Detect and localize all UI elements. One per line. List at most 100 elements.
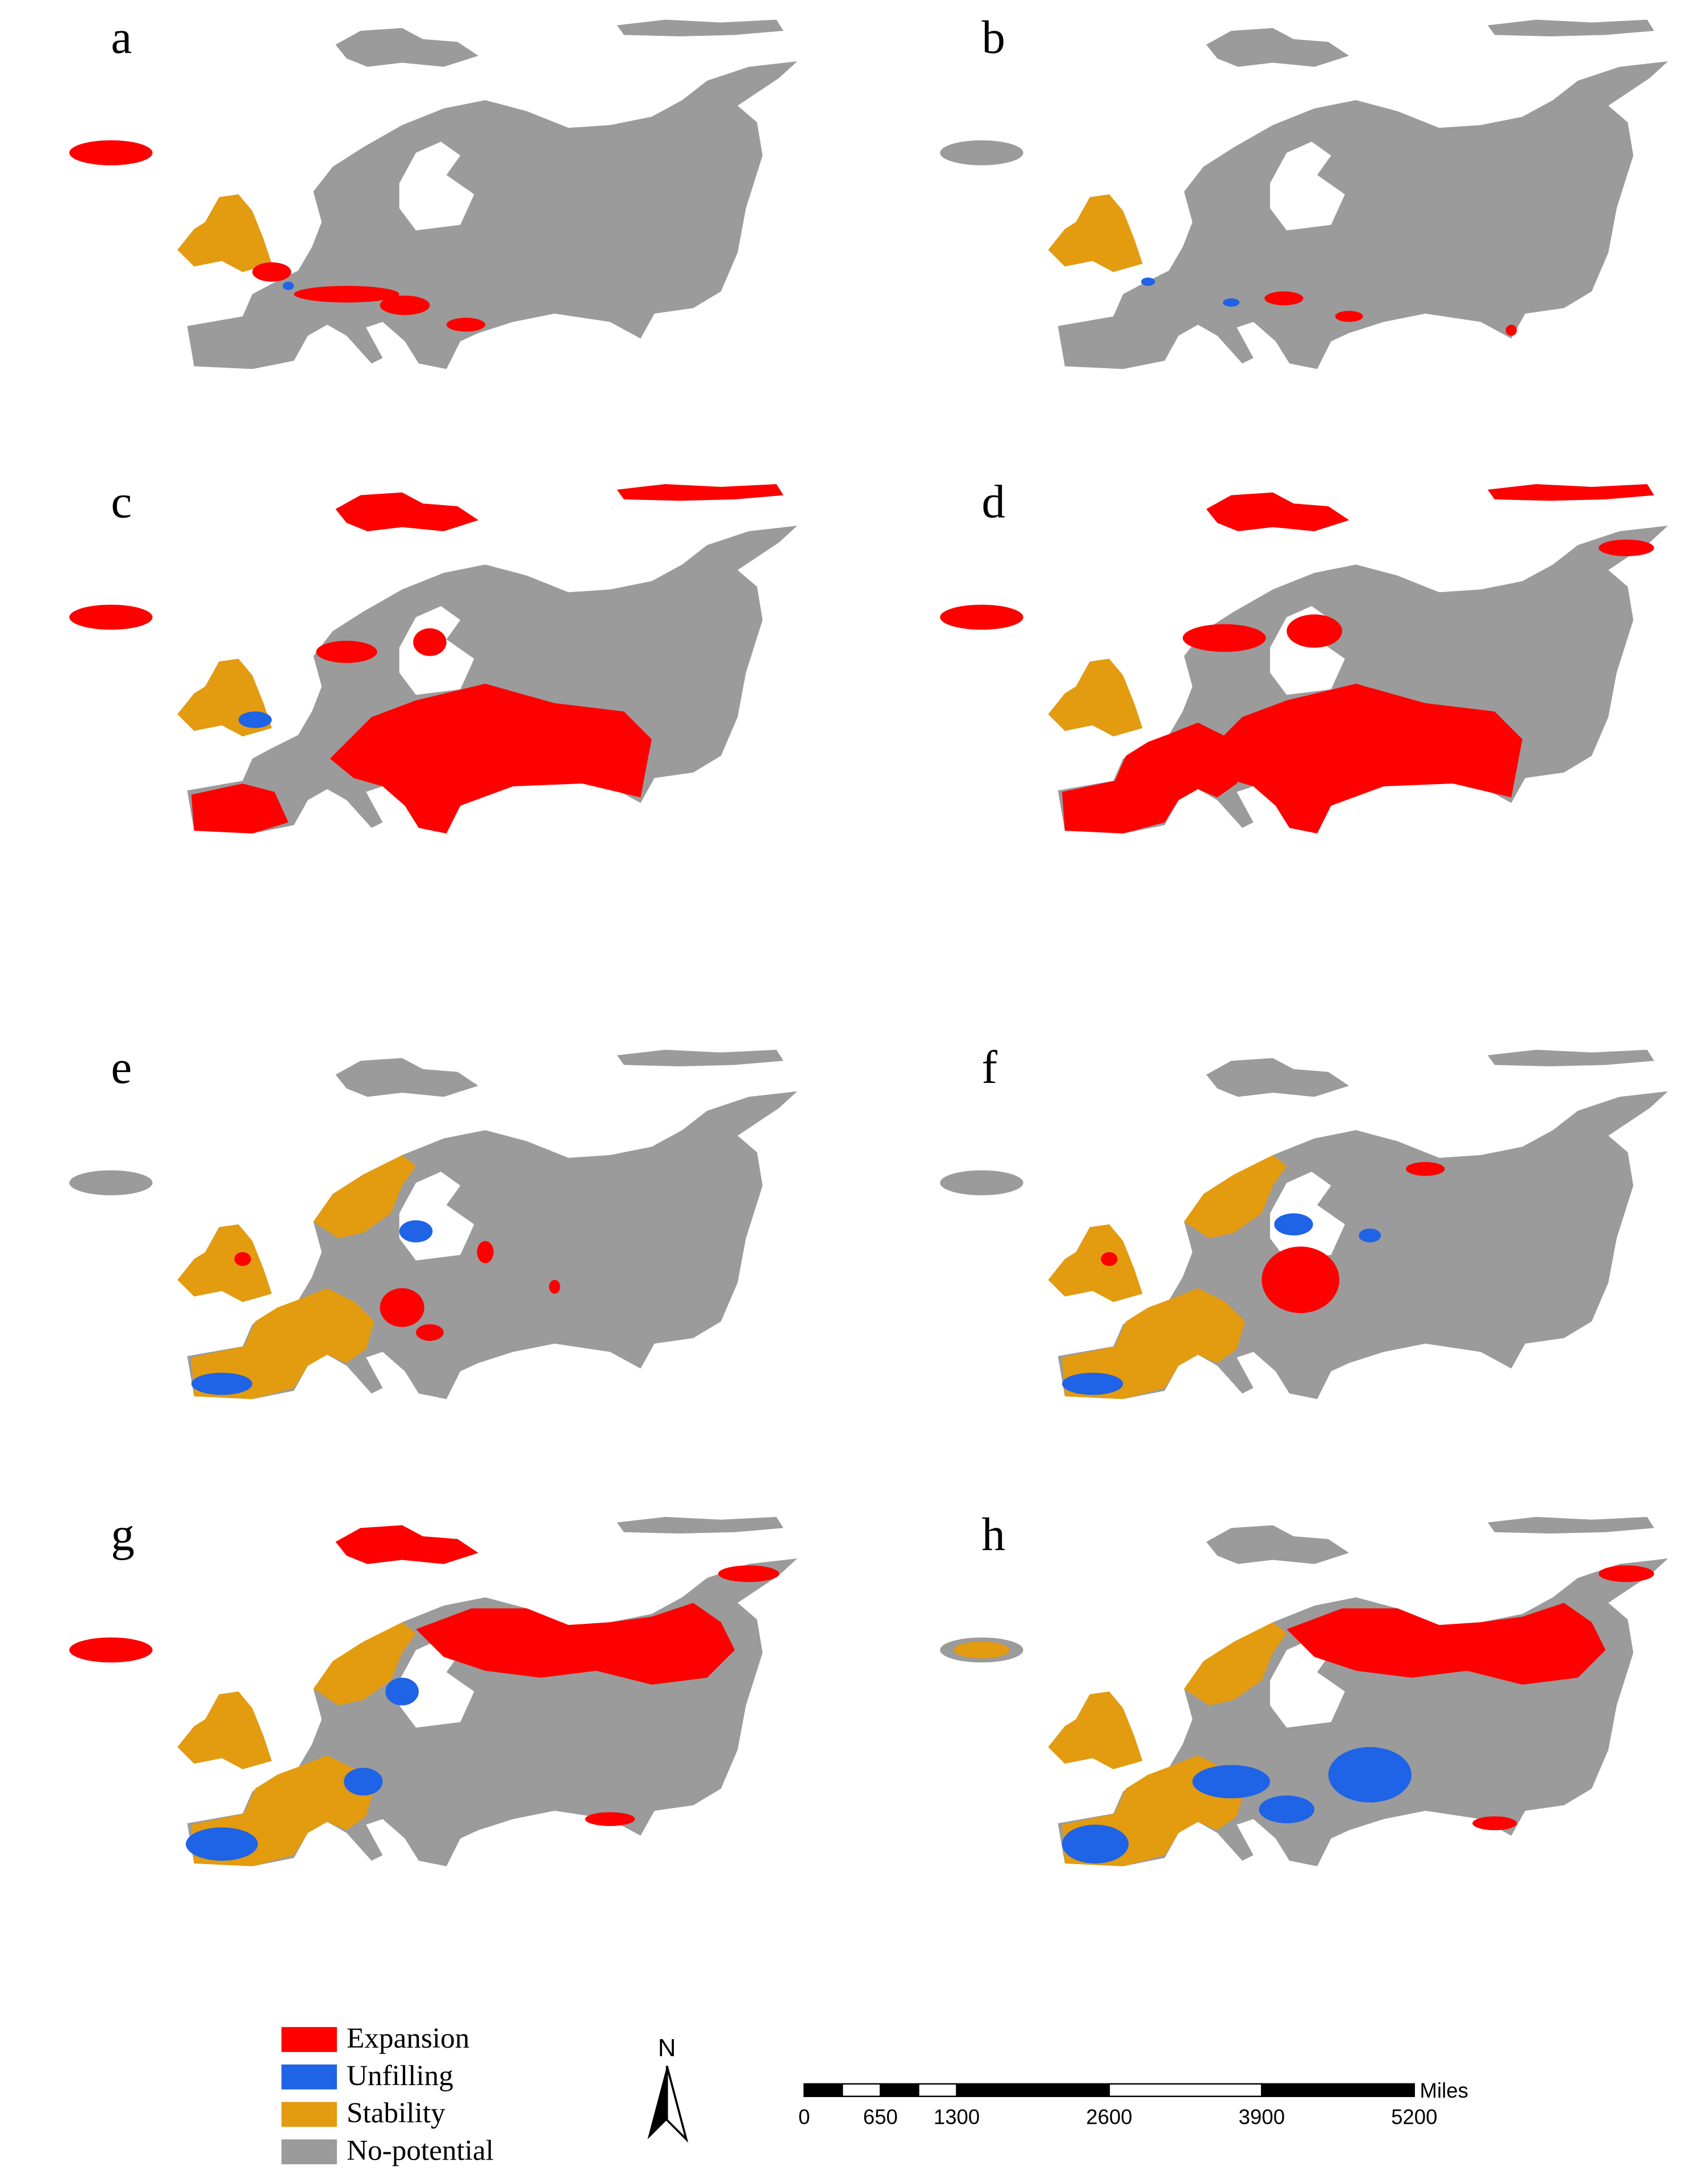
panel-label: c: [111, 476, 132, 528]
niche-region: [1206, 492, 1350, 532]
niche-region: [191, 783, 289, 833]
niche-region: [335, 1525, 478, 1564]
map-panel: h: [940, 1508, 1668, 1866]
legend-label: Expansion: [347, 2022, 469, 2054]
niche-region: [282, 281, 294, 290]
niche-region: [238, 711, 272, 728]
scale-label: 2600: [1086, 2106, 1132, 2129]
map-panel: c: [69, 476, 797, 833]
panel-label: a: [111, 11, 132, 63]
niche-region: [1183, 624, 1266, 652]
niche-region: [415, 1324, 444, 1341]
niche-region: [1287, 614, 1342, 648]
niche-region: [1505, 324, 1517, 336]
legend-label: No-potential: [347, 2135, 494, 2167]
niche-region: [177, 1691, 272, 1769]
niche-region: [415, 1603, 735, 1685]
niche-region: [1287, 1603, 1606, 1685]
panel-label: h: [981, 1508, 1005, 1560]
legend-label: Stability: [347, 2097, 446, 2129]
niche-region: [617, 484, 784, 501]
baltic-sea: [399, 141, 474, 231]
legend-swatch: [281, 2102, 337, 2127]
niche-region: [1406, 1162, 1445, 1176]
niche-region: [1062, 1824, 1129, 1864]
scale-unit: Miles: [1420, 2079, 1468, 2102]
panel-label: g: [111, 1508, 134, 1560]
niche-region: [1359, 1228, 1381, 1243]
map-panel: f: [940, 1041, 1668, 1399]
niche-region: [316, 640, 377, 663]
niche-region: [1048, 1691, 1143, 1769]
niche-region: [380, 1288, 424, 1327]
niche-region: [1201, 683, 1523, 833]
panel-label: e: [111, 1041, 132, 1093]
baltic-sea: [1270, 1172, 1345, 1261]
niche-region: [1048, 194, 1143, 272]
niche-region: [477, 1241, 494, 1264]
niche-region: [313, 1622, 416, 1706]
niche-region: [718, 1565, 780, 1582]
niche-region: [294, 286, 399, 303]
niche-region: [1062, 722, 1246, 833]
map-panel: d: [940, 476, 1668, 833]
niche-region: [191, 1373, 253, 1395]
niche-region: [1335, 311, 1363, 322]
scale-segment: [956, 2083, 1110, 2097]
niche-region: [252, 262, 292, 282]
scale-label: 5200: [1391, 2106, 1437, 2129]
niche-region: [1328, 1747, 1412, 1803]
niche-region: [1264, 291, 1304, 306]
niche-region: [185, 1827, 258, 1861]
scale-segment: [803, 2083, 843, 2097]
scale-segment: [918, 2083, 958, 2097]
map-panel: a: [69, 11, 797, 369]
north-arrow-left: [647, 2066, 667, 2140]
niche-region: [1062, 1373, 1123, 1395]
baltic-sea: [1270, 1639, 1345, 1728]
legend-swatch: [281, 2064, 337, 2090]
scale-segment: [842, 2083, 881, 2097]
niche-region: [69, 140, 153, 165]
niche-region: [413, 628, 447, 656]
niche-region: [1598, 1565, 1654, 1582]
panel-label: f: [981, 1041, 997, 1093]
niche-region: [177, 1224, 272, 1302]
map-panel: b: [940, 11, 1668, 369]
niche-region: [1598, 539, 1654, 556]
niche-region: [177, 194, 272, 272]
niche-region: [1184, 1622, 1287, 1706]
niche-region: [446, 318, 485, 332]
niche-region: [344, 1768, 383, 1796]
scale-label: 650: [863, 2106, 898, 2129]
north-arrow-right: [665, 2065, 689, 2143]
panel-label: b: [981, 11, 1005, 63]
niche-region: [69, 605, 153, 630]
niche-region: [385, 1677, 419, 1706]
niche-region: [1048, 658, 1143, 737]
niche-region: [585, 1812, 635, 1826]
legend-swatch: [281, 2027, 337, 2052]
niche-region: [1062, 1288, 1246, 1399]
niche-region: [1259, 1795, 1315, 1824]
niche-region: [399, 1220, 433, 1243]
niche-region: [940, 605, 1023, 630]
baltic-sea: [399, 1639, 474, 1728]
niche-region: [1262, 1247, 1340, 1314]
niche-region: [954, 1641, 1010, 1658]
niche-region: [1184, 1155, 1287, 1239]
niche-region: [1274, 1213, 1313, 1236]
niche-region: [1488, 484, 1654, 501]
niche-region: [1048, 1224, 1143, 1302]
niche-region: [69, 1637, 153, 1663]
scale-label: 3900: [1239, 2106, 1285, 2129]
niche-region: [549, 1279, 560, 1294]
legend-swatch: [281, 2139, 337, 2165]
map-panel: g: [69, 1508, 797, 1866]
scale-segment: [1108, 2083, 1263, 2097]
niche-region: [1223, 298, 1240, 307]
scale-label: 1300: [934, 2106, 980, 2129]
scale-segment: [1261, 2083, 1415, 2097]
niche-region: [234, 1252, 251, 1266]
